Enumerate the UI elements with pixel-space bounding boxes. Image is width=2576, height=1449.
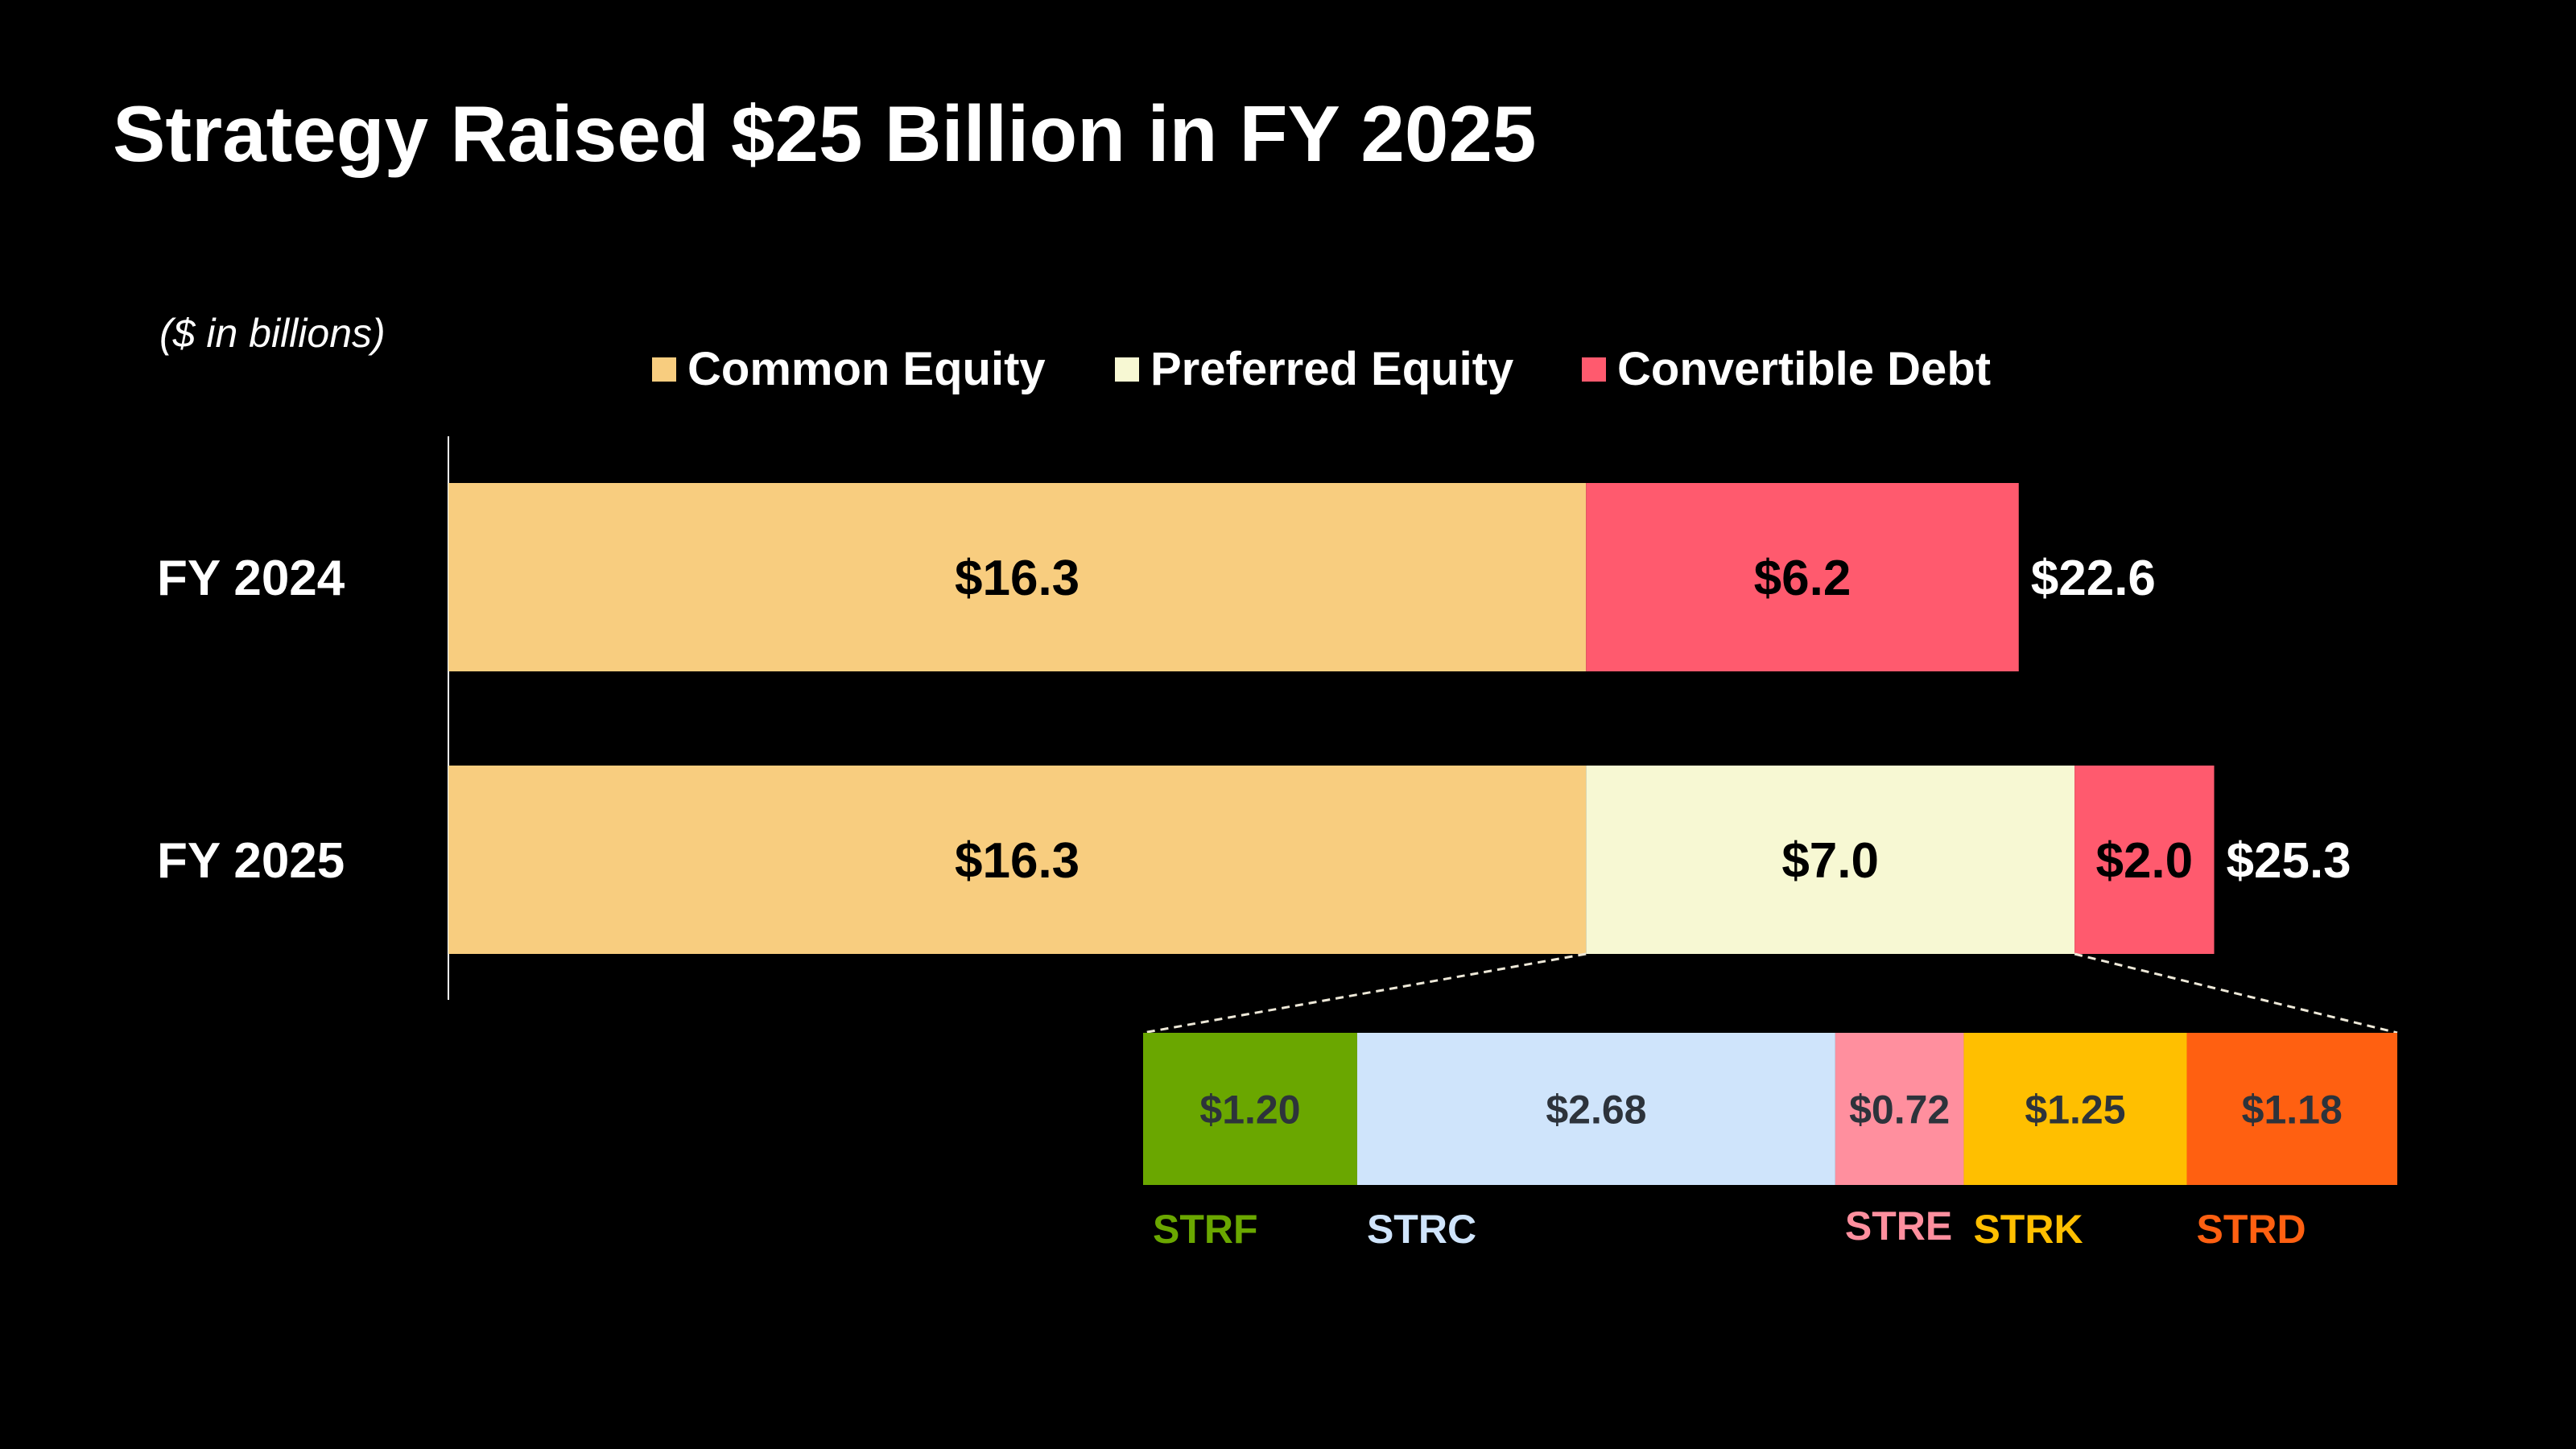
bar-segment <box>448 766 1587 954</box>
data-label: $16.3 <box>955 551 1080 606</box>
category-label: FY 2024 <box>157 551 345 606</box>
legend-swatch <box>1115 357 1139 382</box>
breakdown-value-label: $1.25 <box>2025 1088 2125 1133</box>
breakdown-name-label: STRK <box>1973 1207 2083 1252</box>
legend-item-preferred-equity: Preferred Equity <box>1115 342 1513 396</box>
data-label: $7.0 <box>1781 833 1879 889</box>
legend-label: Convertible Debt <box>1617 343 1992 395</box>
bar-segment <box>1586 766 2075 954</box>
breakdown-value-label: $1.18 <box>2242 1088 2343 1133</box>
bar-segment <box>2074 766 2215 954</box>
breakdown-segment <box>1356 1033 1835 1185</box>
breakdown-name-label: STRD <box>2196 1207 2306 1252</box>
connector-line <box>1142 952 1587 1034</box>
legend-item-common-equity: Common Equity <box>652 342 1046 396</box>
legend-label: Preferred Equity <box>1150 343 1514 395</box>
data-label: $16.3 <box>955 833 1080 889</box>
breakdown-value-label: $2.68 <box>1546 1088 1646 1133</box>
breakdown-name-label: STRE <box>1845 1203 1952 1249</box>
total-label: $22.6 <box>2031 551 2156 606</box>
breakdown-value-label: $1.20 <box>1199 1088 1300 1133</box>
breakdown-segment <box>2186 1033 2397 1185</box>
unit-note: ($ in billions) <box>159 311 386 356</box>
legend-swatch <box>1582 357 1606 382</box>
data-label: $2.0 <box>2095 833 2193 889</box>
legend-swatch <box>652 357 676 382</box>
data-label: $6.2 <box>1754 551 1852 606</box>
category-label: FY 2025 <box>157 833 345 889</box>
legend-item-convertible-debt: Convertible Debt <box>1582 342 1991 396</box>
total-label: $25.3 <box>2227 833 2351 889</box>
connector-line <box>2074 952 2398 1034</box>
bar-segment <box>448 483 1587 671</box>
legend-label: Common Equity <box>687 343 1046 395</box>
breakdown-segment <box>1963 1033 2187 1185</box>
breakdown-segment <box>1835 1033 1964 1185</box>
breakdown-segment <box>1143 1033 1357 1185</box>
breakdown-value-label: $0.72 <box>1849 1088 1950 1133</box>
bar-segment <box>1586 483 2019 671</box>
breakdown-name-label: STRC <box>1367 1207 1476 1252</box>
breakdown-name-label: STRF <box>1153 1207 1258 1252</box>
chart-title: Strategy Raised $25 Billion in FY 2025 <box>113 89 1537 178</box>
